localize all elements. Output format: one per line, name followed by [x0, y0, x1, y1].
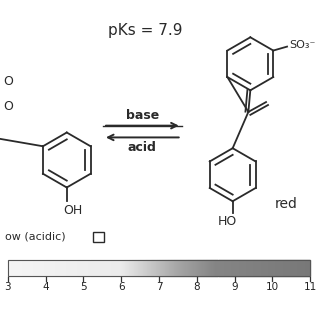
Bar — [8, 260, 310, 276]
Text: ow (acidic): ow (acidic) — [5, 232, 66, 242]
Text: red: red — [275, 197, 298, 211]
Text: 3: 3 — [4, 282, 11, 292]
Text: 11: 11 — [304, 282, 317, 292]
Text: 7: 7 — [156, 282, 162, 292]
Text: 5: 5 — [80, 282, 87, 292]
Text: acid: acid — [128, 141, 157, 154]
Text: 6: 6 — [118, 282, 124, 292]
Bar — [93, 232, 104, 243]
Text: pKs = 7.9: pKs = 7.9 — [108, 22, 182, 37]
Text: 10: 10 — [266, 282, 279, 292]
Text: SO₃⁻: SO₃⁻ — [289, 40, 316, 50]
Text: base: base — [126, 109, 159, 122]
Text: 8: 8 — [194, 282, 200, 292]
Text: O: O — [3, 75, 13, 88]
Text: 4: 4 — [42, 282, 49, 292]
Text: O: O — [3, 100, 13, 113]
Text: 9: 9 — [231, 282, 238, 292]
Text: HO: HO — [218, 215, 237, 228]
Text: OH: OH — [63, 204, 82, 217]
